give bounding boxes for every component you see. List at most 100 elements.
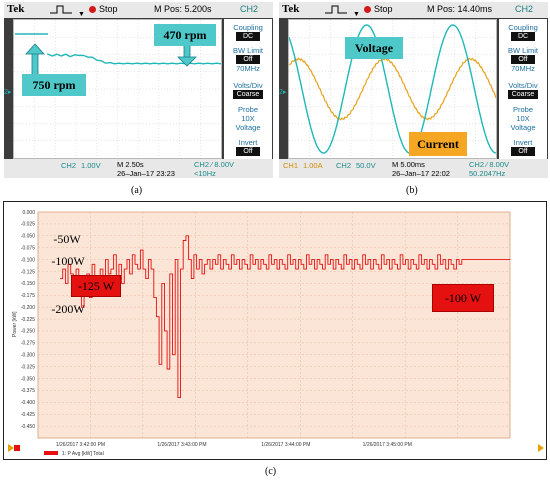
scope-b-trace-svg xyxy=(289,20,496,158)
footer-trigger: CH2 ∕ 8.00V xyxy=(194,160,235,169)
y-tick-label: -0.325 xyxy=(21,364,35,370)
scope-a-footer: CH2 1.00V M 2.50s 26–Jan–17 23:23 CH2 ∕ … xyxy=(4,159,273,178)
footer-ch1-scale: 1.00A xyxy=(303,161,323,170)
m-position: M Pos: 14.40ms xyxy=(427,4,493,14)
channel-tag: CH2 xyxy=(515,4,534,14)
y-tick-label: -0.350 xyxy=(21,376,35,382)
annotation-100w: -100W xyxy=(51,253,85,268)
power-series-line xyxy=(60,235,510,399)
annotation-50w: -50W xyxy=(53,231,81,246)
probe-label: Probe xyxy=(237,105,258,114)
label-voltage: Voltage xyxy=(345,37,403,59)
y-tick-label: -0.175 xyxy=(21,293,35,299)
y-tick-label: -0.425 xyxy=(21,412,35,418)
power-chart: 0.000 -0.025 -0.050 -0.075 -0.100 -0.125 -0.15… xyxy=(8,210,544,457)
y-tick-label: -0.075 xyxy=(21,245,35,251)
footer-ch2: CH2 xyxy=(336,161,352,170)
stop-indicator-icon xyxy=(364,6,371,13)
scope-a-plot: 750 rpm 470 rpm xyxy=(13,19,222,159)
scroll-stop-icon[interactable] xyxy=(14,445,20,451)
scope-panel-b: Tek ▼ Stop M Pos: 14.40ms CH2 Voltage Cu… xyxy=(279,2,548,178)
label-current: Current xyxy=(409,132,467,156)
brand-logo: Tek xyxy=(282,3,300,15)
y-tick-label: -0.450 xyxy=(21,424,35,430)
bw-freq: 70MHz xyxy=(511,64,535,73)
y-tick-label: -0.100 xyxy=(21,257,35,263)
volts-div-value[interactable]: Coarse xyxy=(233,90,263,99)
scope-panel-a: Tek ▼ Stop M Pos: 5.200s CH2 750 rpm 470… xyxy=(4,2,273,178)
coupling-label: Coupling xyxy=(508,23,538,32)
probe-value: 10X xyxy=(516,114,530,123)
bw-freq: 70MHz xyxy=(236,64,260,73)
probe-type: Voltage xyxy=(235,123,261,132)
footer-date: 26–Jan–17 22:02 xyxy=(392,169,450,178)
invert-label: Invert xyxy=(238,138,258,147)
run-status: Stop xyxy=(374,4,393,14)
footer-date: 26–Jan–17 23:23 xyxy=(117,169,175,178)
scroll-right-icon[interactable] xyxy=(538,444,544,452)
label-750rpm: 750 rpm xyxy=(22,74,86,96)
scope-b-menu: Coupling DC BW Limit Off 70MHz Volts/Div… xyxy=(499,19,547,159)
footer-freq: <10Hz xyxy=(194,169,216,178)
channel-marker: 2▸ xyxy=(279,89,287,96)
scroll-left-icon[interactable] xyxy=(8,444,14,452)
y-tick-label: -0.025 xyxy=(21,222,35,228)
footer-ch2: CH2 xyxy=(61,161,77,170)
arrow-up-icon xyxy=(25,43,45,76)
annotation-125w: -125 W xyxy=(71,275,121,297)
bw-limit-label: BW Limit xyxy=(508,46,538,55)
y-axis-label: Power [kW] xyxy=(12,311,18,337)
footer-ch1: CH1 xyxy=(283,161,299,170)
scope-b-header: Tek ▼ Stop M Pos: 14.40ms CH2 xyxy=(279,2,548,18)
run-status: Stop xyxy=(99,4,118,14)
x-tick-label: 1/26/2017 3:43:00 PM xyxy=(157,442,206,448)
m-position: M Pos: 5.200s xyxy=(154,4,212,14)
annotation-100w-box: -100 W xyxy=(432,284,494,312)
power-chart-panel: 0.000 -0.025 -0.050 -0.075 -0.100 -0.125 -0.15… xyxy=(3,201,547,460)
caption-c: (c) xyxy=(265,466,277,477)
caption-a: (a) xyxy=(131,185,143,196)
footer-ch2-scale: 1.00V xyxy=(81,161,101,170)
footer-timebase: M 5.00ms xyxy=(392,160,425,169)
footer-ch2-scale: 50.0V xyxy=(356,161,376,170)
volts-div-value[interactable]: Coarse xyxy=(508,90,538,99)
channel-tag: CH2 xyxy=(240,4,259,14)
trigger-arrow-icon: ▼ xyxy=(353,11,360,18)
plot-area xyxy=(37,211,511,439)
volts-div-label: Volts/Div xyxy=(233,81,263,90)
legend-text: 1: P Avg [kW] Total xyxy=(62,451,104,457)
voltage-trace xyxy=(289,24,496,154)
coupling-label: Coupling xyxy=(233,23,263,32)
probe-type: Voltage xyxy=(510,123,536,132)
y-tick-label: -0.200 xyxy=(21,305,35,311)
brand-logo: Tek xyxy=(7,3,25,15)
trigger-icon xyxy=(50,5,72,14)
scope-a-menu: Coupling DC BW Limit Off 70MHz Volts/Div… xyxy=(224,19,272,159)
invert-value[interactable]: Off xyxy=(236,147,260,156)
probe-value: 10X xyxy=(241,114,255,123)
channel-marker: 2▸ xyxy=(4,89,12,96)
footer-trigger: CH2 ∕ 8.00V xyxy=(469,160,510,169)
invert-label: Invert xyxy=(513,138,533,147)
trigger-arrow-icon: ▼ xyxy=(78,11,85,18)
volts-div-label: Volts/Div xyxy=(508,81,538,90)
y-tick-label: 0.000 xyxy=(22,210,35,216)
scope-b-plot: Voltage Current xyxy=(288,19,497,159)
scope-a-trace-svg xyxy=(14,20,221,158)
footer-timebase: M 2.50s xyxy=(117,160,144,169)
invert-value[interactable]: Off xyxy=(511,147,535,156)
y-tick-label: -0.225 xyxy=(21,317,35,323)
y-tick-label: -0.400 xyxy=(21,400,35,406)
trigger-icon xyxy=(325,5,347,14)
y-tick-label: -0.250 xyxy=(21,329,35,335)
current-trace xyxy=(289,57,496,121)
caption-b: (b) xyxy=(406,185,418,196)
bw-limit-value[interactable]: Off xyxy=(236,55,260,64)
coupling-value[interactable]: DC xyxy=(236,32,260,41)
coupling-value[interactable]: DC xyxy=(511,32,535,41)
bw-limit-value[interactable]: Off xyxy=(511,55,535,64)
y-tick-label: -0.125 xyxy=(21,269,35,275)
scope-a-header: Tek ▼ Stop M Pos: 5.200s CH2 xyxy=(4,2,273,18)
bw-limit-label: BW Limit xyxy=(233,46,263,55)
y-tick-label: -0.050 xyxy=(21,234,35,240)
